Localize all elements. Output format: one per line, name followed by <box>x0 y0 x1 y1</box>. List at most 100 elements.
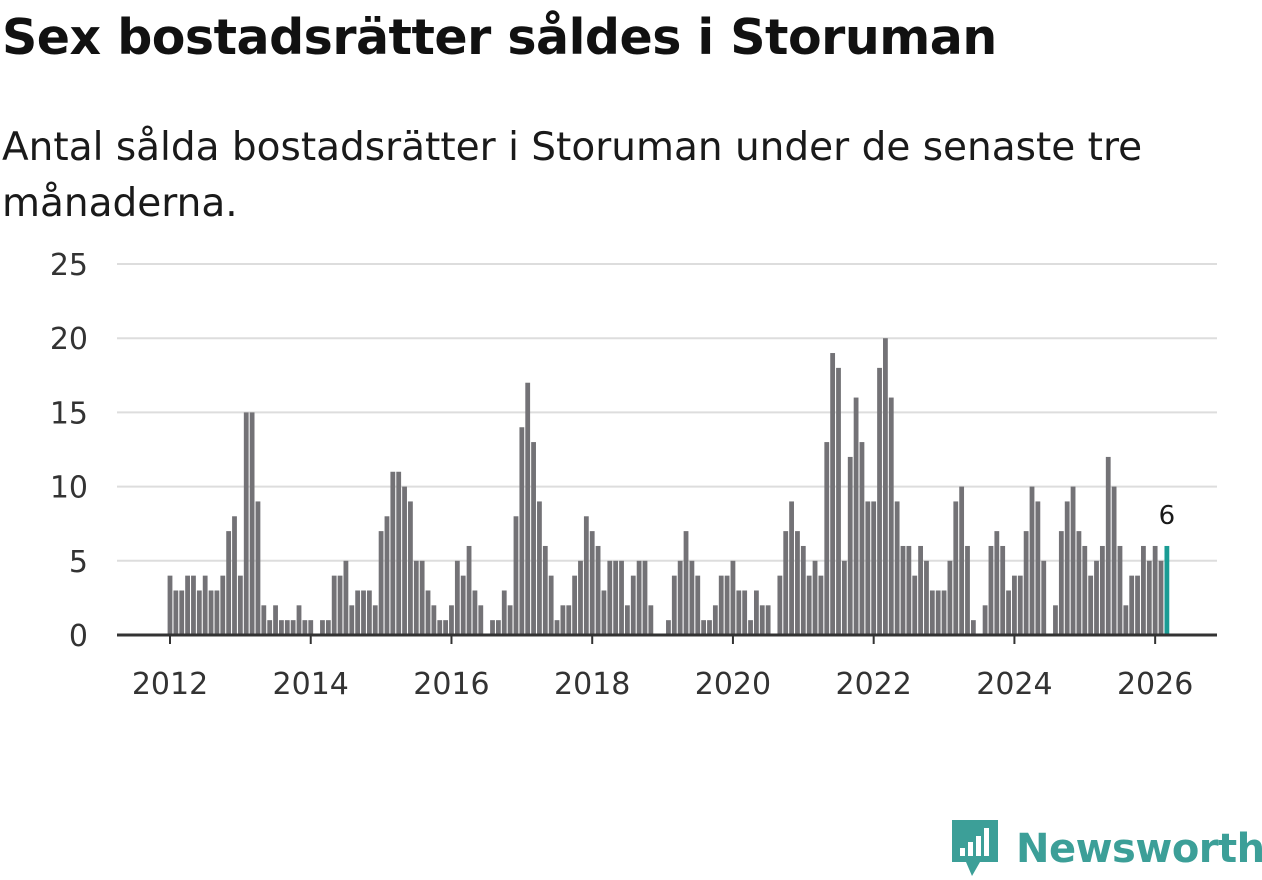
bar <box>800 545 806 635</box>
bar <box>953 501 959 635</box>
bar <box>924 560 929 635</box>
bar <box>847 456 853 635</box>
bar <box>179 590 185 635</box>
bar <box>279 620 284 635</box>
bar <box>982 605 988 635</box>
bar <box>707 620 712 635</box>
bar <box>865 501 871 635</box>
bar <box>718 575 724 635</box>
y-tick-label: 25 <box>50 248 88 283</box>
bar <box>900 545 906 635</box>
bar <box>1029 486 1035 635</box>
bar <box>888 397 894 635</box>
bar <box>871 501 877 635</box>
bar <box>595 545 601 635</box>
gridlines <box>117 263 1217 562</box>
bar <box>490 620 495 635</box>
bar <box>437 620 443 635</box>
bar-series <box>167 338 1170 635</box>
bar <box>853 397 859 635</box>
bar <box>325 620 331 635</box>
bar <box>1082 545 1088 635</box>
bar <box>501 590 507 635</box>
bar <box>677 560 683 635</box>
bar <box>988 545 994 635</box>
bar <box>378 531 384 635</box>
bar <box>1064 501 1070 635</box>
y-tick-label: 5 <box>69 545 88 580</box>
latest-value-label: 6 <box>1159 501 1176 531</box>
bar <box>918 545 923 635</box>
bar <box>302 620 308 635</box>
bar <box>759 605 765 635</box>
bar <box>572 575 578 635</box>
bar <box>402 486 407 635</box>
bar <box>396 471 402 635</box>
bar <box>237 575 243 635</box>
bar <box>818 575 824 635</box>
bar <box>202 575 208 635</box>
bar <box>431 605 437 635</box>
bar <box>513 516 519 635</box>
bar <box>507 605 513 635</box>
bar <box>1123 605 1129 635</box>
bar <box>1099 545 1105 635</box>
bar <box>636 560 642 635</box>
bar <box>583 516 589 635</box>
bar <box>308 620 314 635</box>
bar <box>1000 545 1006 635</box>
bar <box>173 590 179 635</box>
bar <box>883 338 888 635</box>
bar <box>894 501 900 635</box>
bar <box>1012 575 1017 635</box>
bar <box>290 620 296 635</box>
bar <box>947 560 953 635</box>
y-tick-label: 20 <box>50 322 88 357</box>
bar <box>965 545 970 635</box>
x-tick-label: 2022 <box>836 667 912 702</box>
bar <box>630 575 636 635</box>
bar <box>1117 545 1123 635</box>
bar <box>1158 560 1164 635</box>
bar <box>642 560 648 635</box>
bar <box>525 382 531 635</box>
x-tick-label: 2012 <box>132 667 208 702</box>
bar <box>935 590 941 635</box>
bar <box>877 367 882 635</box>
bar <box>390 471 396 635</box>
x-tick-label: 2026 <box>1117 667 1193 702</box>
bar <box>273 605 278 635</box>
brand: Newsworthy <box>950 818 1262 880</box>
bar <box>613 560 619 635</box>
bar <box>355 590 361 635</box>
axes: 0 5 10 15 20 25 2012 2014 2016 2018 2020 2022 2024 20… <box>50 248 1217 702</box>
bar <box>226 531 232 635</box>
y-tick-label: 10 <box>50 471 88 506</box>
bar <box>1023 531 1029 635</box>
y-tick-label: 0 <box>69 619 88 654</box>
bar <box>806 575 812 635</box>
newsworthy-logo-icon <box>952 820 998 876</box>
bar <box>1111 486 1117 635</box>
bar <box>724 575 730 635</box>
brand-name: Newsworthy <box>1016 826 1262 872</box>
bar <box>449 605 454 635</box>
bar <box>754 590 759 635</box>
bar <box>167 575 173 635</box>
bar <box>783 531 789 635</box>
bar <box>1152 545 1158 635</box>
bar <box>472 590 478 635</box>
bar <box>372 605 378 635</box>
bar <box>284 620 290 635</box>
bar <box>1058 531 1064 635</box>
bar <box>185 575 190 635</box>
bar <box>419 560 425 635</box>
bar <box>789 501 794 635</box>
bar <box>589 531 595 635</box>
bar <box>267 620 273 635</box>
bar <box>1088 575 1094 635</box>
bar <box>1041 560 1047 635</box>
bar <box>413 560 419 635</box>
bar <box>730 560 736 635</box>
